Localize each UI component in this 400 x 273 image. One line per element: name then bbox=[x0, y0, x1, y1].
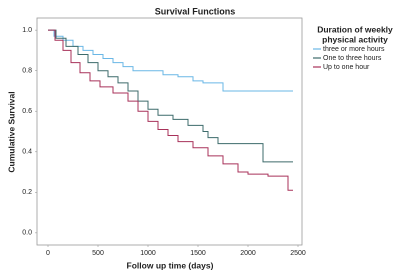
legend-label: Up to one hour bbox=[323, 64, 370, 71]
x-tick-label: 0 bbox=[46, 250, 50, 257]
x-tick-label: 2000 bbox=[240, 250, 256, 257]
y-tick-label: 0.8 bbox=[22, 68, 32, 75]
legend-title: physical activity bbox=[322, 34, 388, 44]
chart-title: Survival Functions bbox=[155, 6, 236, 16]
x-tick-label: 2500 bbox=[290, 250, 306, 257]
survival-curve bbox=[48, 29, 293, 92]
survival-curve bbox=[48, 29, 293, 163]
y-tick-label: 1.0 bbox=[22, 27, 32, 34]
y-axis-label: Cumulative Survival bbox=[6, 91, 16, 172]
y-tick-label: 0.4 bbox=[22, 149, 32, 156]
y-tick-label: 0.0 bbox=[22, 230, 32, 237]
legend-label: three or more hours bbox=[323, 46, 385, 53]
x-tick-label: 1000 bbox=[140, 250, 156, 257]
y-tick-label: 0.6 bbox=[22, 108, 32, 115]
x-axis-label: Follow up time (days) bbox=[127, 260, 214, 270]
y-tick-label: 0.2 bbox=[22, 189, 32, 196]
legend-title: Duration of weekly bbox=[317, 24, 393, 34]
plot-frame bbox=[36, 17, 303, 246]
legend-label: One to three hours bbox=[323, 55, 382, 62]
x-tick-label: 500 bbox=[92, 250, 104, 257]
x-tick-label: 1500 bbox=[190, 250, 206, 257]
survival-curve bbox=[48, 29, 293, 191]
